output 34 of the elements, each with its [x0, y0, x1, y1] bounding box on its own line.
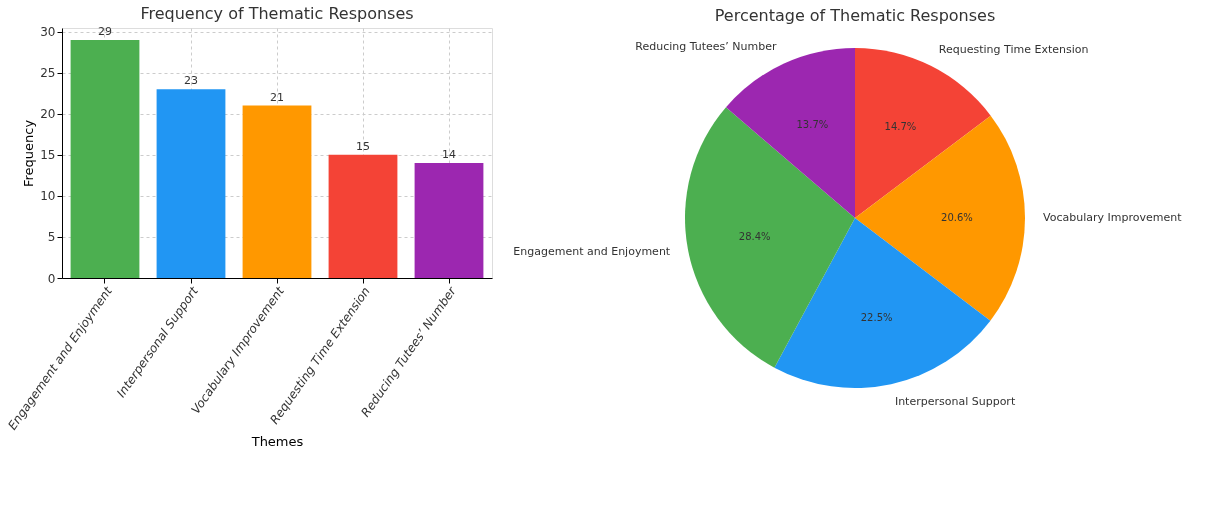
slice-label: Reducing Tutees’ Number: [635, 40, 777, 54]
data-label: 20.6%: [941, 212, 973, 224]
slice-label: Requesting Time Extension: [938, 42, 1089, 56]
slice-label: Engagement and Enjoyment: [513, 245, 671, 259]
slice-label: Interpersonal Support: [894, 394, 1016, 408]
data-label: 14.7%: [884, 120, 917, 132]
y-tick-label: 25: [40, 66, 56, 81]
slice-label: Vocabulary Improvement: [1043, 211, 1183, 225]
bar: [328, 154, 398, 278]
bar: [414, 163, 484, 278]
data-label: 28.4%: [738, 230, 771, 242]
x-axis-title: Themes: [250, 433, 304, 449]
data-label: 29: [98, 24, 112, 38]
y-tick-label: 15: [40, 148, 56, 163]
pie-slice: [725, 48, 855, 218]
chart-title: Frequency of Thematic Responses: [140, 3, 414, 23]
bar: [70, 39, 140, 278]
data-label: 23: [184, 74, 198, 88]
data-label: 21: [270, 90, 284, 104]
y-tick-label: 30: [40, 25, 56, 40]
bar: [156, 89, 226, 278]
chart-title: Percentage of Thematic Responses: [714, 6, 996, 25]
data-label: 22.5%: [860, 311, 893, 323]
pie-slice: [855, 115, 1025, 321]
bar: [242, 105, 312, 278]
y-tick-label: 0: [47, 271, 56, 286]
data-label: 13.7%: [796, 119, 829, 131]
y-tick-label: 20: [40, 107, 56, 122]
y-tick-label: 5: [47, 230, 56, 245]
pie-slice: [685, 107, 855, 368]
y-tick-label: 10: [40, 189, 56, 204]
y-axis-title: Frequency: [21, 119, 37, 188]
data-label: 14: [442, 148, 456, 162]
data-label: 15: [356, 139, 370, 153]
